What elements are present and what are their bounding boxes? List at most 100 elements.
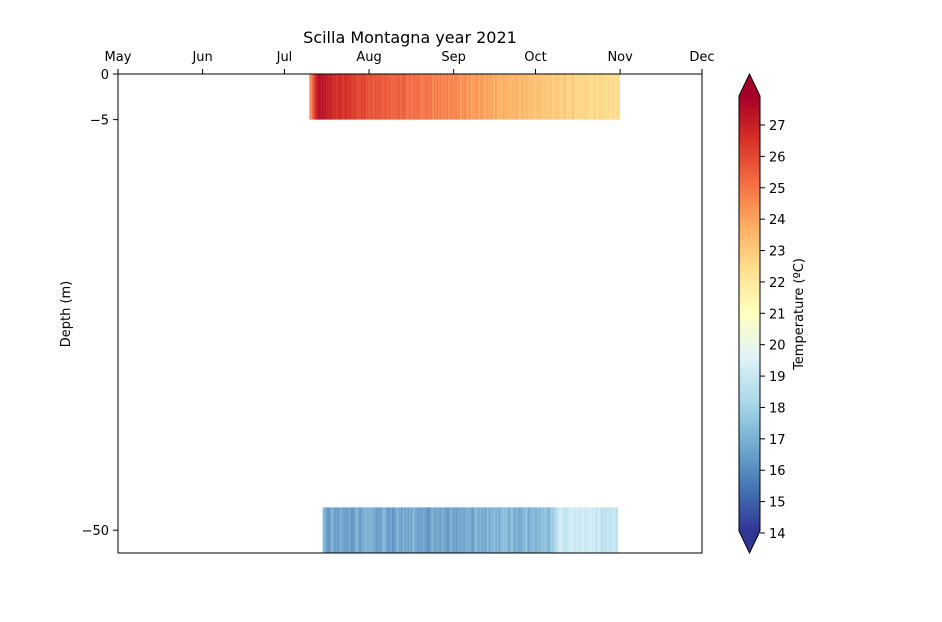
heat-cell bbox=[462, 507, 464, 553]
heat-cell bbox=[424, 74, 426, 120]
heat-cell bbox=[406, 74, 408, 120]
heat-cell bbox=[480, 74, 482, 120]
heat-cell bbox=[610, 507, 612, 553]
heat-cell bbox=[449, 74, 451, 120]
heat-cell bbox=[478, 74, 480, 120]
heat-cell bbox=[559, 74, 561, 120]
heat-cell bbox=[518, 507, 520, 553]
heat-cell bbox=[460, 74, 462, 120]
x-tick-label: Nov bbox=[607, 50, 633, 65]
heat-cell bbox=[464, 507, 466, 553]
heat-cell bbox=[581, 507, 583, 553]
heat-cell bbox=[544, 507, 546, 553]
heat-cell bbox=[510, 74, 512, 120]
heat-cell bbox=[599, 507, 601, 553]
heat-cell bbox=[423, 74, 425, 120]
heat-cell bbox=[450, 74, 452, 120]
x-tick-label: Oct bbox=[524, 50, 546, 65]
heat-cell bbox=[444, 74, 446, 120]
heat-cell bbox=[547, 507, 549, 553]
heat-cell bbox=[607, 507, 609, 553]
heat-cell bbox=[602, 507, 604, 553]
heat-cell bbox=[335, 507, 337, 553]
heat-cell bbox=[562, 74, 564, 120]
colorbar-tick-label: 25 bbox=[769, 182, 786, 197]
heat-cell bbox=[425, 507, 427, 553]
heat-cell bbox=[503, 507, 505, 553]
heat-cell bbox=[452, 74, 454, 120]
heat-cell bbox=[442, 507, 444, 553]
heat-cell bbox=[487, 74, 489, 120]
heat-cell bbox=[365, 74, 367, 120]
heat-cell bbox=[520, 74, 522, 120]
heat-cell bbox=[528, 507, 530, 553]
heat-cell bbox=[518, 74, 520, 120]
heat-cell bbox=[545, 507, 547, 553]
heat-cell bbox=[511, 507, 513, 553]
heat-cell bbox=[611, 74, 613, 120]
heat-cell bbox=[428, 74, 430, 120]
heat-cell bbox=[491, 74, 493, 120]
heat-cell bbox=[379, 74, 381, 120]
heat-cell bbox=[359, 74, 361, 120]
heat-cell bbox=[542, 74, 544, 120]
heat-cell bbox=[504, 74, 506, 120]
heat-cell bbox=[448, 507, 450, 553]
heat-cell bbox=[461, 74, 463, 120]
heat-cell bbox=[381, 507, 383, 553]
heat-cell bbox=[323, 74, 325, 120]
heat-cell bbox=[591, 74, 593, 120]
heat-cell bbox=[360, 74, 362, 120]
heat-cell bbox=[333, 507, 335, 553]
heat-cell bbox=[344, 74, 346, 120]
heat-cell bbox=[473, 507, 475, 553]
heat-cell bbox=[400, 507, 402, 553]
heat-cell bbox=[569, 507, 571, 553]
heat-cell bbox=[591, 507, 593, 553]
heat-cell bbox=[328, 507, 330, 553]
heat-cell bbox=[327, 507, 329, 553]
heat-cell bbox=[338, 507, 340, 553]
heat-cell bbox=[565, 74, 567, 120]
heat-cell bbox=[460, 507, 462, 553]
heat-cell bbox=[555, 507, 557, 553]
colorbar-tick-label: 14 bbox=[769, 527, 786, 542]
heat-cell bbox=[537, 507, 539, 553]
heat-cell bbox=[492, 74, 494, 120]
heat-cell bbox=[337, 74, 339, 120]
heat-cell bbox=[534, 74, 536, 120]
heat-cell bbox=[585, 507, 587, 553]
heat-cell bbox=[532, 74, 534, 120]
colorbar-tick-label: 22 bbox=[769, 276, 786, 291]
heat-cell bbox=[552, 74, 554, 120]
heat-cell bbox=[468, 507, 470, 553]
heat-cell bbox=[316, 74, 318, 120]
heat-cell bbox=[561, 507, 563, 553]
colorbar-body bbox=[739, 96, 760, 531]
heat-cell bbox=[584, 507, 586, 553]
heat-cell bbox=[440, 507, 442, 553]
heat-cell bbox=[605, 507, 607, 553]
heat-cell bbox=[394, 74, 396, 120]
heat-cell bbox=[500, 74, 502, 120]
heat-cell bbox=[469, 507, 471, 553]
heat-cell bbox=[501, 74, 503, 120]
heat-cell bbox=[536, 74, 538, 120]
heat-cell bbox=[353, 507, 355, 553]
heat-cell bbox=[367, 74, 369, 120]
heat-cell bbox=[443, 507, 445, 553]
heat-cell bbox=[592, 507, 594, 553]
heat-cell bbox=[570, 507, 572, 553]
heat-cell bbox=[575, 74, 577, 120]
heat-cell bbox=[550, 74, 552, 120]
heat-cell bbox=[337, 507, 339, 553]
heat-cell bbox=[614, 507, 616, 553]
heat-cell bbox=[510, 507, 512, 553]
heat-cell bbox=[558, 507, 560, 553]
heat-cell bbox=[372, 74, 374, 120]
heat-cell bbox=[384, 507, 386, 553]
heat-cell bbox=[417, 507, 419, 553]
heat-cell bbox=[446, 74, 448, 120]
heat-cell bbox=[598, 507, 600, 553]
heat-cell bbox=[592, 74, 594, 120]
